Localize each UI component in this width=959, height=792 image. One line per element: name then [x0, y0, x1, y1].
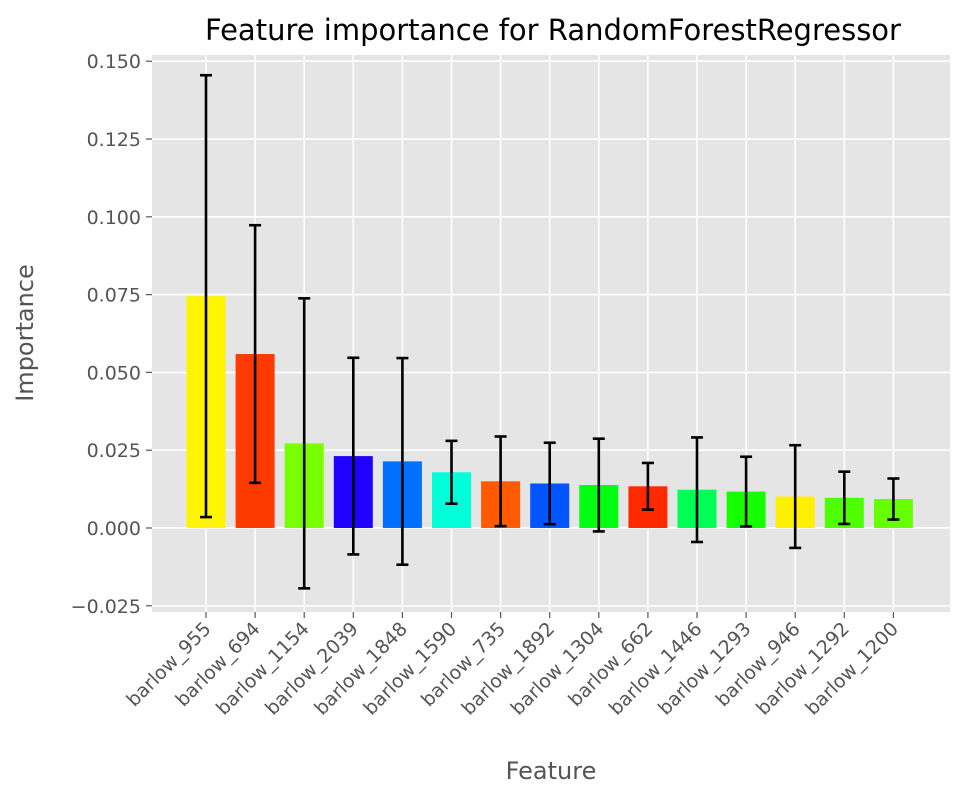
y-axis-label: Importance — [11, 264, 39, 402]
y-axis: −0.025 0.000 0.025 0.050 0.075 0.100 0.125 0.15… — [71, 51, 152, 618]
chart-title: Feature importance for RandomForestRegre… — [205, 13, 901, 47]
y-tick-label: 0.150 — [87, 51, 141, 73]
y-tick-label: 0.050 — [87, 362, 141, 384]
y-tick-label: 0.025 — [87, 440, 141, 462]
x-axis-label: Feature — [506, 757, 597, 785]
y-tick-label: −0.025 — [71, 596, 141, 618]
y-tick-label: 0.000 — [87, 518, 141, 540]
y-tick-label: 0.100 — [87, 207, 141, 229]
error-bars — [200, 73, 900, 590]
x-axis: barlow_955barlow_694barlow_1154barlow_20… — [122, 612, 903, 720]
y-tick-label: 0.075 — [87, 285, 141, 307]
y-tick-label: 0.125 — [87, 129, 141, 151]
